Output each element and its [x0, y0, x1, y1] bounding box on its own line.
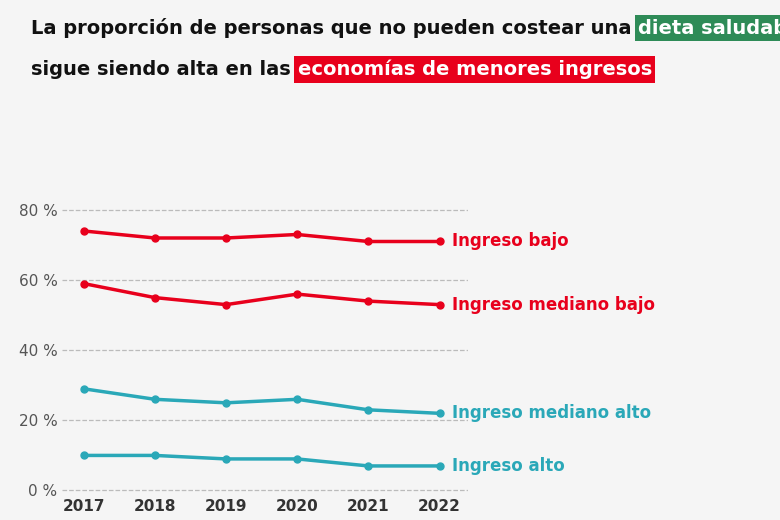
Text: Ingreso alto: Ingreso alto: [452, 457, 565, 475]
Text: sigue siendo alta en las: sigue siendo alta en las: [31, 60, 298, 80]
Text: economías de menores ingresos: economías de menores ingresos: [298, 60, 652, 80]
Text: dieta saludable: dieta saludable: [639, 19, 780, 38]
Text: Ingreso bajo: Ingreso bajo: [452, 232, 569, 251]
Text: Ingreso mediano alto: Ingreso mediano alto: [452, 405, 651, 422]
Text: Ingreso mediano bajo: Ingreso mediano bajo: [452, 296, 655, 314]
Text: La proporción de personas que no pueden costear una: La proporción de personas que no pueden …: [31, 18, 639, 38]
